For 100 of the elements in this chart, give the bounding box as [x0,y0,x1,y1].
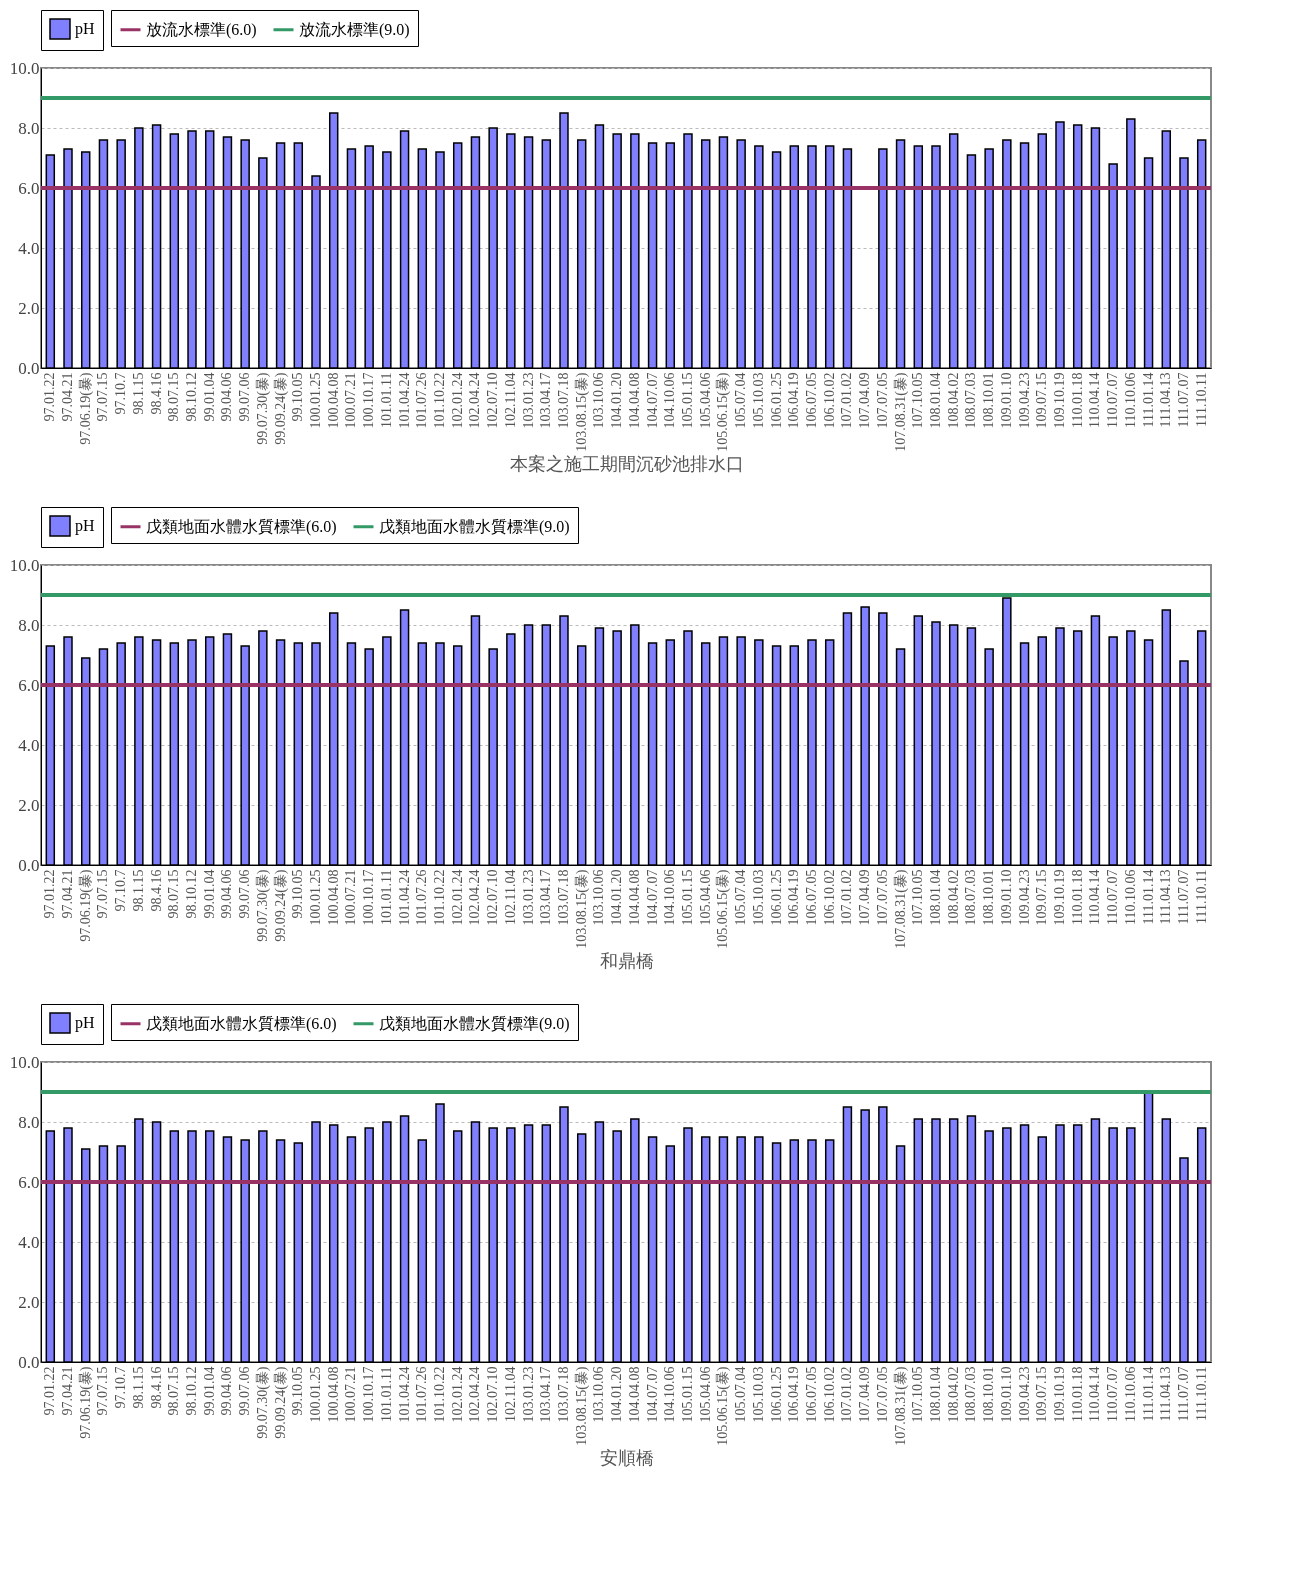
x-tick-label: 97.10.7 [113,1366,129,1409]
x-tick-label: 109.10.19 [1051,869,1067,926]
x-tick-label: 109.01.10 [998,1366,1014,1423]
x-tick-label: 101.01.11 [378,1366,394,1422]
x-tick-label: 111.01.14 [1140,1366,1156,1422]
y-tick-label: 2.0 [18,298,40,318]
legend-label: 戊類地面水體水質標準(6.0) [146,1014,337,1033]
legend-label: pH [75,517,95,535]
y-tick-label: 0.0 [18,358,40,378]
x-tick-label: 108.10.01 [981,869,997,926]
x-tick-label: 105.07.04 [733,869,749,926]
x-tick-label: 106.04.19 [786,869,802,926]
x-tick-label: 107.04.09 [857,869,873,926]
x-tick-label: 97.06.19(暴) [77,869,94,942]
x-tick-label: 100.01.25 [308,1366,324,1423]
x-tick-label: 99.04.06 [219,1366,235,1416]
x-tick-label: 104.07.07 [644,372,660,429]
x-tick-label: 105.01.15 [680,1366,695,1423]
x-tick-label: 108.01.04 [927,1366,943,1423]
x-tick-label: 106.01.25 [768,869,784,926]
x-tick-label: 105.04.06 [697,1366,713,1423]
x-tick-label: 101.07.26 [414,869,430,926]
x-tick-label: 101.07.26 [414,372,430,429]
x-tick-label: 101.01.11 [378,869,394,925]
x-tick-label: 104.07.07 [644,869,660,926]
y-tick-label: 8.0 [18,615,40,635]
x-tick-label: 109.01.10 [998,372,1014,429]
x-tick-label: 107.01.02 [839,1366,855,1423]
x-tick-label: 100.04.08 [325,869,341,926]
x-tick-label: 104.04.08 [626,1366,642,1423]
y-tick-label: 10.0 [9,1052,40,1072]
x-tick-label: 97.01.22 [42,869,58,919]
x-tick-label: 103.07.18 [556,1366,571,1423]
x-tick-label: 105.07.04 [733,1366,749,1423]
x-tick-label: 110.04.14 [1087,372,1103,428]
x-tick-label: 110.10.06 [1122,869,1138,925]
x-tick-label: 104.01.20 [609,869,625,926]
y-tick-label: 2.0 [18,795,40,815]
y-tick-label: 10.0 [9,58,40,78]
x-tick-label: 105.01.15 [680,372,695,429]
x-tick-label: 109.07.15 [1034,1366,1050,1423]
x-tick-label: 97.06.19(暴) [77,372,94,445]
x-tick-label: 97.07.15 [95,1366,111,1416]
x-tick-label: 103.01.23 [520,1366,536,1423]
x-tick-label: 99.07.30(暴) [254,869,271,942]
legend-label: pH [75,20,95,38]
x-tick-label: 106.10.02 [821,869,837,926]
x-tick-label: 110.04.14 [1087,869,1103,925]
x-tick-label: 105.10.03 [750,1366,766,1423]
x-tick-label: 97.01.22 [42,372,58,422]
x-tick-label: 98.4.16 [148,869,164,912]
x-tick-label: 105.06.15(暴) [715,372,732,452]
x-tick-label: 100.01.25 [308,869,324,926]
x-tick-label: 103.01.23 [520,372,536,429]
y-tick-label: 10.0 [9,555,40,575]
x-tick-label: 107.01.02 [839,869,855,926]
x-tick-label: 107.08.31(暴) [892,1366,909,1446]
x-tick-label: 100.10.17 [361,1366,377,1423]
x-tick-label: 107.04.09 [857,372,873,429]
x-tick-label: 107.08.31(暴) [892,372,909,452]
x-tick-label: 111.07.07 [1175,869,1191,925]
x-tick-label: 107.08.31(暴) [892,869,909,949]
x-tick-label: 97.06.19(暴) [77,1366,94,1439]
x-tick-label: 101.04.24 [396,372,412,429]
x-tick-label: 102.04.24 [467,869,483,926]
x-tick-label: 107.07.05 [874,869,890,926]
x-tick-label: 101.10.22 [432,869,447,926]
x-tick-label: 111.01.14 [1140,372,1156,428]
x-tick-label: 98.4.16 [148,372,164,415]
x-tick-label: 108.07.03 [963,869,979,926]
x-tick-label: 106.10.02 [821,1366,837,1423]
x-tick-label: 99.09.24(暴) [272,869,289,942]
x-tick-label: 109.01.10 [998,869,1014,926]
x-tick-label: 110.07.07 [1105,372,1121,428]
x-tick-label: 103.04.17 [538,372,554,429]
x-tick-label: 99.07.30(暴) [254,1366,271,1439]
x-tick-label: 110.07.07 [1105,1366,1121,1422]
x-tick-label: 98.10.12 [184,372,200,422]
y-tick-label: 8.0 [18,118,40,138]
x-tick-label: 100.07.21 [343,1366,359,1423]
x-tick-label: 110.10.06 [1122,1366,1138,1422]
x-tick-label: 99.07.06 [237,869,253,919]
x-tick-label: 108.07.03 [963,1366,979,1423]
x-tick-label: 98.07.15 [166,869,182,919]
legend-label: 戊類地面水體水質標準(6.0) [146,517,337,536]
y-tick-label: 4.0 [18,1232,40,1252]
x-tick-label: 98.10.12 [184,1366,200,1416]
y-tick-label: 0.0 [18,855,40,875]
x-tick-label: 97.04.21 [60,869,76,919]
x-tick-label: 105.10.03 [750,869,766,926]
x-tick-label: 103.10.06 [591,372,607,429]
x-tick-label: 103.08.15(暴) [573,372,590,452]
x-tick-label: 99.04.06 [219,372,235,422]
x-tick-label: 109.10.19 [1051,372,1067,429]
x-tick-label: 103.04.17 [538,869,554,926]
x-tick-label: 108.10.01 [981,1366,997,1423]
y-tick-label: 6.0 [18,675,40,695]
x-tick-label: 100.10.17 [361,869,377,926]
x-tick-label: 99.04.06 [219,869,235,919]
x-tick-label: 100.04.08 [325,372,341,429]
